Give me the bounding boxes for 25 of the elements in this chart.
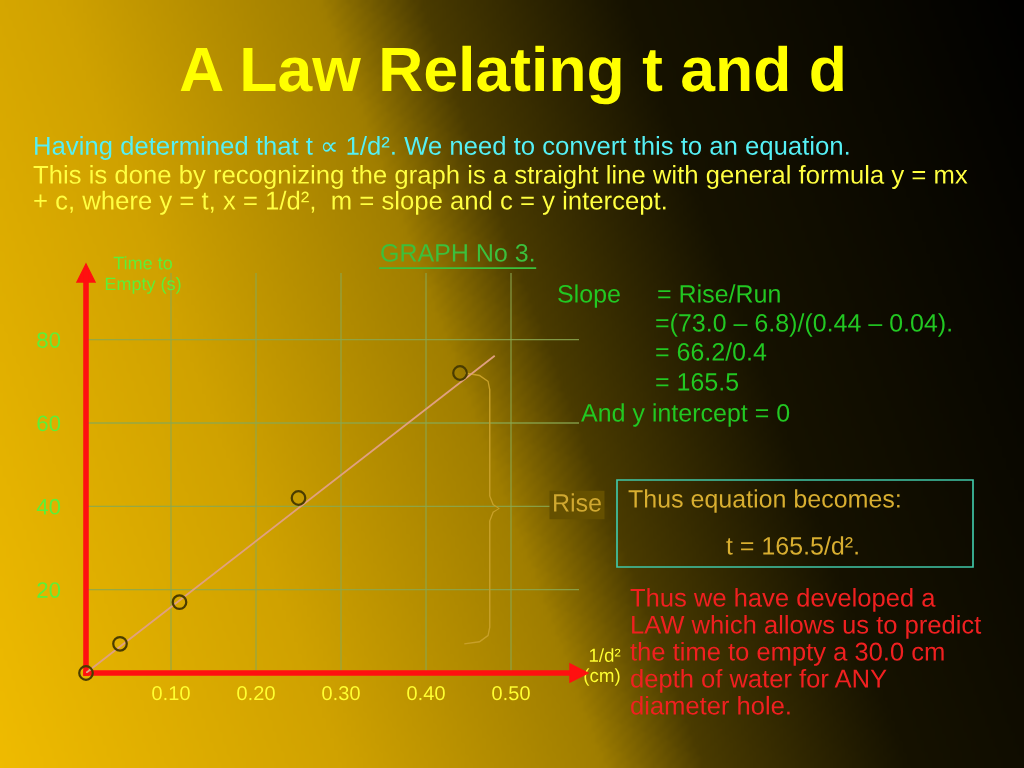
x-tick-label: 0.40 [407,686,445,701]
text: Thus equation becomes: [628,489,900,513]
x-tick-label: 0.30 [322,686,360,701]
x-tick-label: 0.10 [152,686,190,701]
text: Having determined that t ∝ 1/d². We need to convert this to an equation. [35,136,849,160]
y-axis-title: Time to Empty (s) [105,256,181,294]
text: And y intercept = 0 [581,403,790,427]
annotation: Slope [558,284,620,308]
chart-title: A Law Relating t and d [180,45,843,105]
x-tick-label: 0.50 [492,686,530,701]
y-tick-label: 20 [37,582,61,598]
text: = 165.5 [656,373,739,391]
text: This is done by recognizing the graph is a straight line with general formula y = mx + c, where y = t, x = 1/d², m = slope and c = y intercept. [33,165,968,215]
x-axis-title: 1/d² (cm) [584,648,621,686]
y-tick-label: 60 [37,415,61,432]
chart-subtitle: GRAPH No 3. [381,244,534,262]
text: t = 165.5/d². [726,536,858,555]
y-tick-label: 80 [37,332,61,348]
text: Thus we have developed a LAW which allows us to predict the time to empty a 30.0 cm depth of water for ANY diameter hole. [630,588,982,715]
y-tick-label: 40 [36,498,61,515]
annotation: Rise [554,493,601,512]
text: =(73.0 – 6.8)/(0.44 – 0.04). [656,313,951,337]
x-tick-label: 0.20 [237,686,275,701]
text: = 66.2/0.4 [656,342,767,361]
text: = Rise/Run [658,284,780,303]
